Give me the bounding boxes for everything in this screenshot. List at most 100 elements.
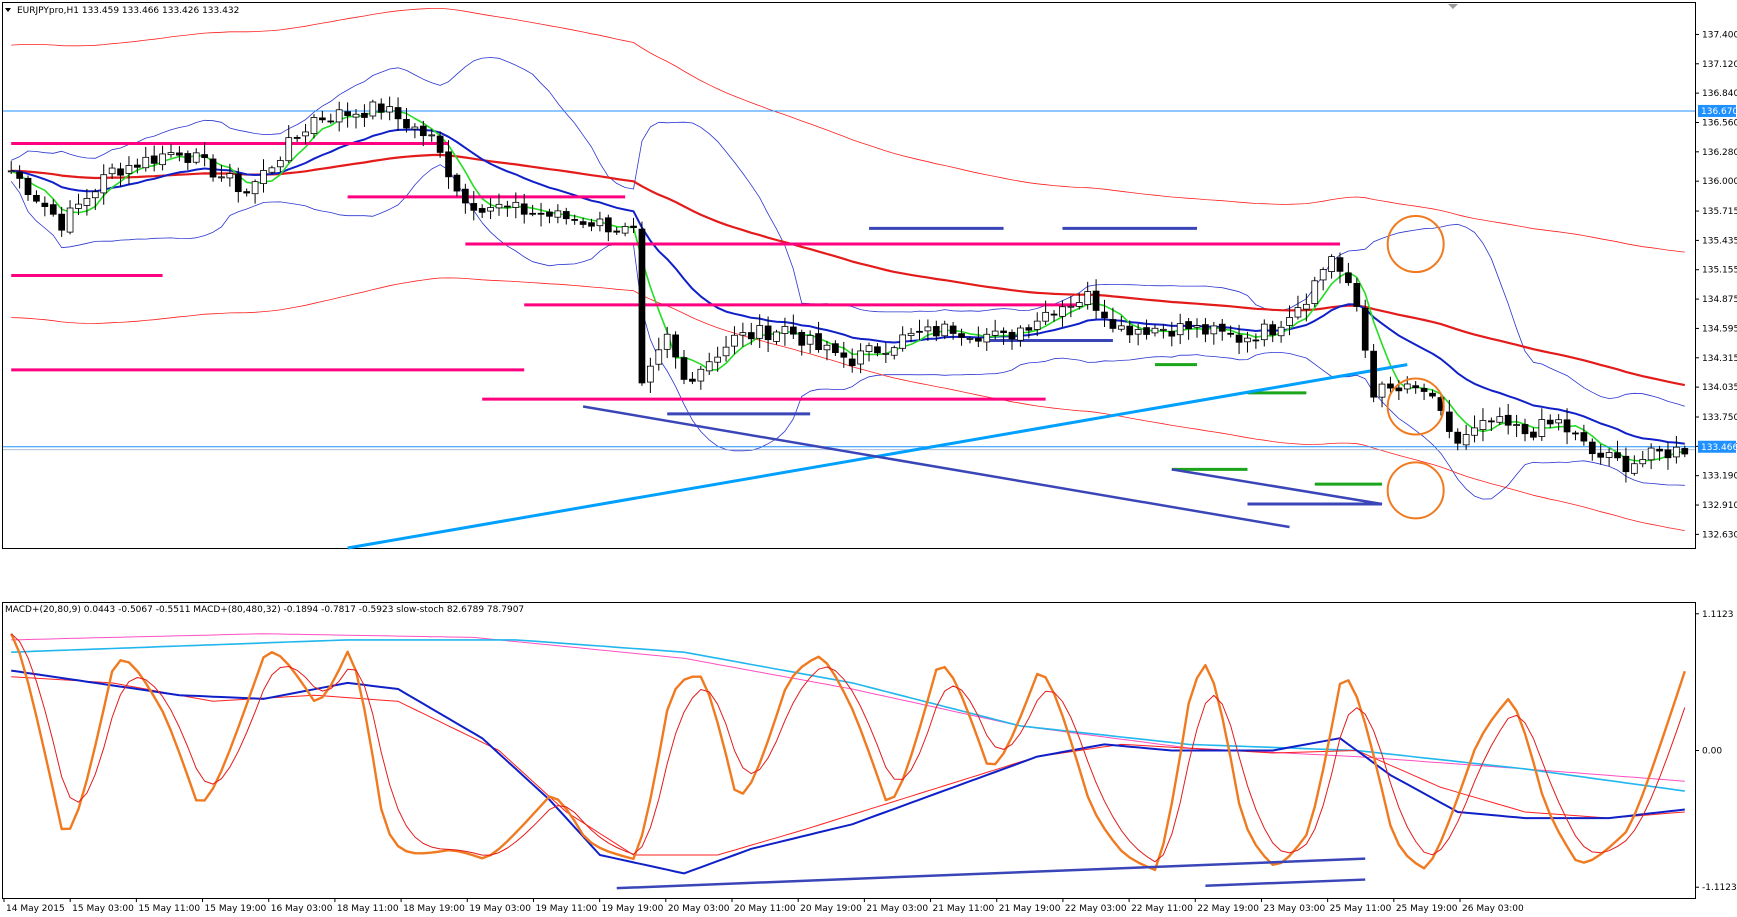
candle-body	[1092, 290, 1100, 311]
candle-body	[209, 158, 217, 178]
candle-body	[1395, 387, 1403, 392]
candle	[1454, 428, 1462, 451]
candle	[58, 206, 66, 237]
candle-body	[176, 152, 183, 156]
indicator-panel[interactable]: MACD+(20,80,9) 0.0443 -0.5067 -0.5511 MA…	[2, 602, 1696, 899]
candle	[1286, 305, 1293, 336]
candle	[1572, 430, 1579, 441]
candle	[1210, 321, 1218, 345]
candle	[512, 192, 520, 219]
candle-body	[1521, 424, 1529, 435]
candle-body	[1546, 419, 1554, 425]
candle-body	[75, 203, 82, 209]
candle	[487, 198, 494, 220]
candle-body	[1361, 307, 1369, 351]
candle-body	[630, 225, 637, 228]
candle	[1303, 293, 1310, 322]
candle-body	[756, 325, 764, 339]
candle-body	[100, 174, 108, 194]
candle	[907, 327, 915, 343]
candle	[949, 322, 957, 340]
candle	[1580, 424, 1588, 446]
candle	[1235, 324, 1243, 355]
candle	[41, 196, 49, 217]
candle	[689, 371, 696, 385]
candle-body	[142, 156, 150, 169]
candle-body	[714, 356, 721, 363]
candle	[1328, 254, 1335, 279]
candle	[832, 340, 839, 356]
envelope-lower	[11, 277, 1685, 531]
candle-body	[1656, 448, 1663, 452]
candle	[1530, 427, 1537, 441]
candle	[1319, 267, 1327, 291]
candle	[596, 211, 604, 232]
candle-body	[1336, 257, 1344, 272]
candle-body	[470, 203, 478, 211]
candle	[1588, 438, 1596, 461]
candle-body	[1597, 452, 1605, 458]
candle-body	[1673, 446, 1680, 458]
ma-slow	[11, 153, 1686, 387]
candle	[327, 113, 335, 124]
candle	[1160, 324, 1167, 339]
candle	[562, 207, 570, 225]
candle-body	[33, 194, 40, 202]
candle-body	[1647, 447, 1655, 461]
time-tick-label: 20 May 03:00	[668, 904, 730, 914]
candle-body	[1252, 339, 1260, 342]
candle	[285, 125, 293, 163]
candle-body	[1210, 325, 1218, 335]
time-tick-label: 19 May 03:00	[469, 904, 531, 914]
chart-menu-icon[interactable]	[5, 8, 11, 12]
candle-body	[1572, 432, 1579, 435]
candle	[773, 329, 780, 345]
candle-body	[1319, 269, 1327, 281]
macd-fast	[11, 669, 1685, 875]
candle-body	[562, 211, 570, 220]
candle	[1546, 414, 1554, 429]
candle-body	[571, 219, 579, 221]
indicator-tick-label: -1.1123	[1702, 883, 1737, 893]
candle-body	[907, 332, 915, 336]
candle	[958, 328, 965, 346]
candle-body	[975, 338, 982, 342]
annotation-circle	[1386, 461, 1445, 520]
time-tick-label: 16 May 03:00	[271, 904, 333, 914]
candle	[1218, 319, 1226, 341]
ma-medium	[11, 128, 1685, 445]
candle-body	[1303, 303, 1310, 310]
candle-body	[159, 153, 166, 166]
candle-body	[377, 103, 385, 113]
candle	[218, 164, 225, 182]
candle-body	[1563, 419, 1571, 433]
candle	[1445, 399, 1453, 439]
candle-body	[1126, 325, 1134, 336]
candle	[1622, 447, 1630, 483]
time-tick-label: 20 May 19:00	[800, 904, 862, 914]
candle-body	[445, 151, 452, 178]
candle-body	[747, 332, 755, 340]
candle	[352, 108, 360, 129]
candle	[1000, 327, 1007, 345]
candle	[848, 348, 856, 373]
candle-body	[1496, 416, 1504, 423]
price-panel[interactable]: EURJPYpro,H1 133.459 133.466 133.426 133…	[2, 2, 1696, 550]
candle-body	[201, 154, 208, 158]
candle	[739, 322, 747, 347]
chart-shift-icon[interactable]	[1448, 4, 1458, 9]
candle-body	[613, 230, 621, 233]
candle	[1277, 320, 1285, 343]
candle-body	[1033, 320, 1041, 330]
candle	[1109, 307, 1117, 333]
candle	[924, 319, 932, 341]
candle-body	[722, 346, 730, 357]
candle-body	[1117, 325, 1125, 330]
candle-body	[840, 352, 848, 358]
candle	[1420, 383, 1428, 401]
candle	[1050, 310, 1058, 322]
candle-body	[1151, 327, 1159, 334]
candle-body	[689, 378, 696, 382]
price-tick-label: 136.560	[1702, 118, 1737, 128]
